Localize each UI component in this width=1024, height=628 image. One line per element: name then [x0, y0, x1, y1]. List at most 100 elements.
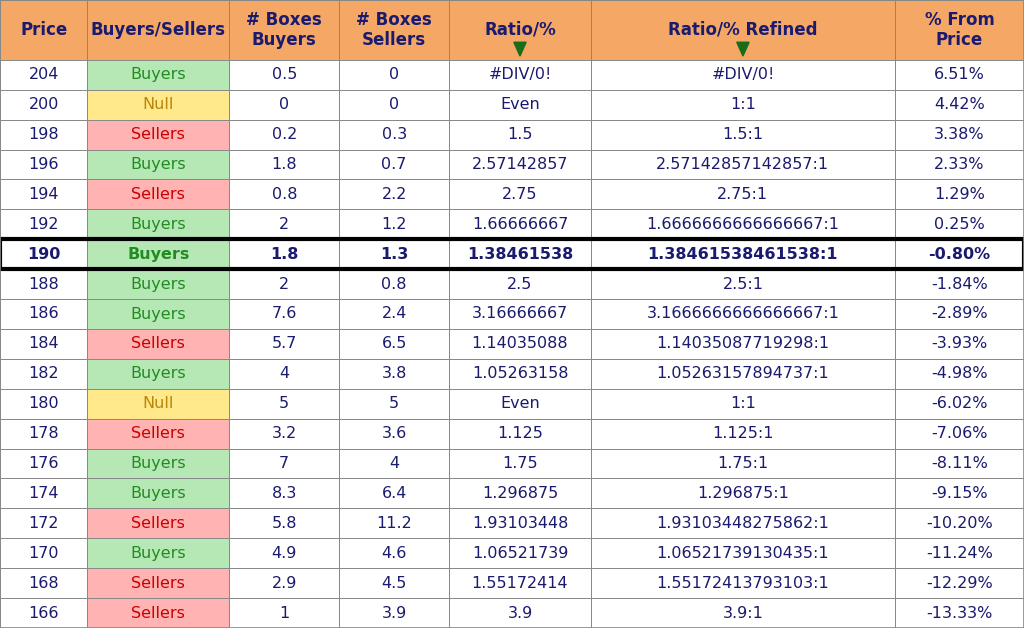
- Bar: [0, 419, 87, 448]
- Text: 1.5:1: 1.5:1: [722, 127, 764, 142]
- Bar: [450, 419, 591, 448]
- Bar: [450, 389, 591, 419]
- Text: 0.2: 0.2: [271, 127, 297, 142]
- Text: 190: 190: [27, 247, 60, 262]
- Text: -1.84%: -1.84%: [931, 276, 988, 291]
- Bar: [339, 419, 450, 448]
- Bar: [591, 509, 895, 538]
- Text: 2.75:1: 2.75:1: [718, 187, 768, 202]
- Bar: [87, 269, 229, 299]
- Text: 4.9: 4.9: [271, 546, 297, 561]
- Text: 176: 176: [29, 456, 59, 471]
- Bar: [591, 60, 895, 90]
- Bar: [895, 598, 1024, 628]
- Text: -4.98%: -4.98%: [931, 366, 988, 381]
- Text: 1.296875:1: 1.296875:1: [697, 486, 788, 501]
- Text: 0: 0: [389, 67, 399, 82]
- Text: 1.75:1: 1.75:1: [717, 456, 769, 471]
- Text: 4.42%: 4.42%: [934, 97, 985, 112]
- Polygon shape: [737, 42, 750, 56]
- Bar: [591, 359, 895, 389]
- Bar: [229, 239, 339, 269]
- Bar: [339, 239, 450, 269]
- Bar: [339, 329, 450, 359]
- Bar: [591, 90, 895, 119]
- Polygon shape: [514, 42, 526, 56]
- Text: 1.93103448: 1.93103448: [472, 516, 568, 531]
- Bar: [895, 419, 1024, 448]
- Bar: [591, 0, 895, 60]
- Text: Buyers: Buyers: [131, 276, 186, 291]
- Bar: [87, 479, 229, 509]
- Text: #DIV/0!: #DIV/0!: [488, 67, 552, 82]
- Text: 6.5: 6.5: [382, 337, 407, 352]
- Bar: [450, 479, 591, 509]
- Text: Buyers: Buyers: [127, 247, 189, 262]
- Text: -6.02%: -6.02%: [931, 396, 988, 411]
- Text: 0.3: 0.3: [382, 127, 407, 142]
- Bar: [0, 359, 87, 389]
- Text: 1: 1: [280, 605, 290, 620]
- Text: Buyers: Buyers: [131, 306, 186, 322]
- Bar: [895, 509, 1024, 538]
- Text: 172: 172: [29, 516, 59, 531]
- Bar: [339, 180, 450, 209]
- Bar: [87, 419, 229, 448]
- Text: -0.80%: -0.80%: [929, 247, 990, 262]
- Text: 1.125: 1.125: [497, 426, 543, 441]
- Bar: [87, 119, 229, 149]
- Text: 3.6: 3.6: [382, 426, 407, 441]
- Text: 200: 200: [29, 97, 59, 112]
- Text: Buyers: Buyers: [131, 217, 186, 232]
- Bar: [229, 0, 339, 60]
- Text: 1.38461538461538:1: 1.38461538461538:1: [648, 247, 839, 262]
- Text: 1.55172413793103:1: 1.55172413793103:1: [656, 576, 829, 591]
- Bar: [339, 389, 450, 419]
- Bar: [87, 509, 229, 538]
- Bar: [591, 568, 895, 598]
- Bar: [0, 239, 87, 269]
- Bar: [0, 119, 87, 149]
- Bar: [895, 239, 1024, 269]
- Text: 1.8: 1.8: [271, 157, 297, 172]
- Bar: [591, 180, 895, 209]
- Text: 1.06521739: 1.06521739: [472, 546, 568, 561]
- Bar: [591, 448, 895, 479]
- Bar: [0, 239, 1024, 269]
- Text: 2: 2: [280, 217, 290, 232]
- Bar: [87, 0, 229, 60]
- Bar: [0, 299, 87, 329]
- Bar: [339, 269, 450, 299]
- Bar: [229, 90, 339, 119]
- Text: 3.1666666666666667:1: 3.1666666666666667:1: [646, 306, 840, 322]
- Bar: [339, 509, 450, 538]
- Text: 3.9: 3.9: [382, 605, 407, 620]
- Text: 196: 196: [29, 157, 59, 172]
- Bar: [339, 568, 450, 598]
- Text: Null: Null: [142, 396, 174, 411]
- Bar: [895, 329, 1024, 359]
- Text: Even: Even: [500, 97, 540, 112]
- Text: Null: Null: [142, 97, 174, 112]
- Bar: [895, 479, 1024, 509]
- Text: 204: 204: [29, 67, 59, 82]
- Bar: [229, 509, 339, 538]
- Bar: [0, 509, 87, 538]
- Bar: [450, 239, 591, 269]
- Text: 0.8: 0.8: [381, 276, 407, 291]
- Bar: [229, 568, 339, 598]
- Bar: [0, 90, 87, 119]
- Bar: [229, 299, 339, 329]
- Bar: [229, 119, 339, 149]
- Bar: [87, 448, 229, 479]
- Bar: [339, 149, 450, 180]
- Bar: [339, 538, 450, 568]
- Text: 1.14035088: 1.14035088: [472, 337, 568, 352]
- Text: Sellers: Sellers: [131, 187, 185, 202]
- Bar: [895, 568, 1024, 598]
- Bar: [339, 359, 450, 389]
- Text: 2.2: 2.2: [382, 187, 407, 202]
- Text: 3.8: 3.8: [382, 366, 407, 381]
- Bar: [0, 389, 87, 419]
- Bar: [339, 209, 450, 239]
